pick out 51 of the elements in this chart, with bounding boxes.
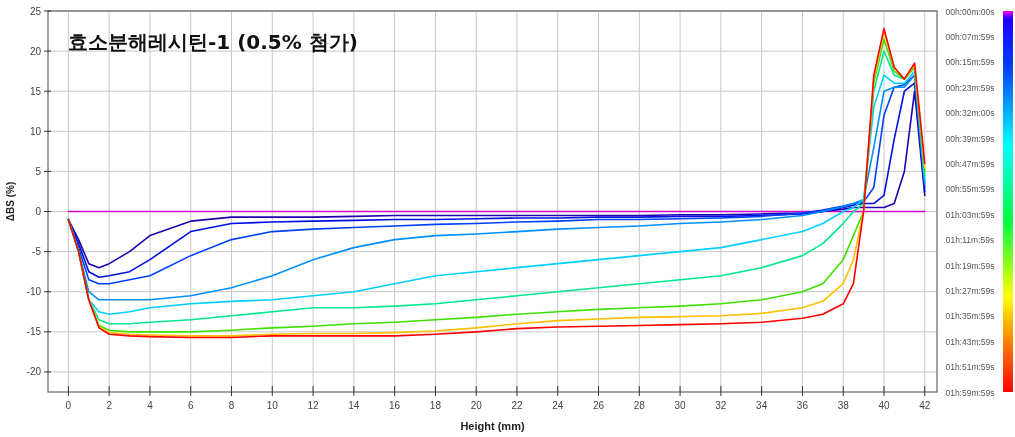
x-tick-label: 26 xyxy=(592,400,605,411)
color-bar-label: 01h:35m:59s xyxy=(945,311,995,322)
color-bar-label: 01h:51m:59s xyxy=(945,362,995,373)
color-bar-label: 00h:07m:59s xyxy=(945,31,995,42)
color-bar-label: 00h:55m:59s xyxy=(945,184,995,195)
y-tick-label: 10 xyxy=(29,125,42,137)
x-tick-label: 32 xyxy=(715,400,727,411)
color-bar-label: 00h:32m:00s xyxy=(945,108,995,119)
y-tick-label: -15 xyxy=(26,326,42,338)
x-tick-label: 38 xyxy=(837,400,850,411)
y-tick-label: -20 xyxy=(26,366,42,378)
color-bar-label: 00h:15m:59s xyxy=(945,57,995,68)
x-tick-label: 14 xyxy=(348,400,360,411)
color-bar-label: 00h:39m:59s xyxy=(945,133,995,144)
text: 효소분해레시틴-1 (0.5% 첨가) xyxy=(68,30,358,54)
x-tick-label: 10 xyxy=(266,400,279,411)
color-bar-label: 00h:00m:00s xyxy=(945,6,995,17)
x-tick-label: 30 xyxy=(674,400,687,411)
x-tick-label: 0 xyxy=(65,400,72,411)
x-tick-label: 20 xyxy=(470,400,483,411)
x-tick-label: 40 xyxy=(878,400,890,411)
x-tick-label: 22 xyxy=(511,400,523,411)
color-bar-label: 01h:27m:59s xyxy=(945,285,995,296)
x-tick-label: 18 xyxy=(429,400,442,411)
y-tick-label: 0 xyxy=(35,206,42,218)
x-tick-label: 4 xyxy=(147,400,154,411)
y-tick-label: 5 xyxy=(35,165,42,177)
color-bar-label: 00h:47m:59s xyxy=(945,158,995,169)
y-tick-label: 25 xyxy=(29,5,42,17)
x-tick-label: 12 xyxy=(307,400,320,411)
x-tick-label: 8 xyxy=(228,400,235,411)
y-axis-title: ΔBS (%) xyxy=(5,181,16,222)
y-tick-label: -5 xyxy=(32,246,42,258)
x-tick-label: 6 xyxy=(187,400,194,411)
x-tick-label: 28 xyxy=(633,400,646,411)
color-bar-label: 00h:23m:59s xyxy=(945,82,995,93)
x-tick-label: 42 xyxy=(919,400,931,411)
x-tick-label: 24 xyxy=(552,400,564,411)
x-tick-label: 36 xyxy=(796,400,809,411)
x-tick-label: 16 xyxy=(389,400,401,411)
color-bar-label: 01h:19m:59s xyxy=(945,260,995,271)
color-bar-label: 01h:03m:59s xyxy=(945,209,995,220)
color-bar-label: 01h:59m:59s xyxy=(945,387,995,398)
y-tick-label: 15 xyxy=(29,85,42,97)
x-axis-title: Height (mm) xyxy=(460,420,525,432)
x-tick-label: 34 xyxy=(756,400,768,411)
color-bar-label: 01h:11m:59s xyxy=(945,235,995,246)
color-bar-label: 01h:43m:59s xyxy=(945,336,995,347)
y-tick-label: -10 xyxy=(26,286,42,298)
x-tick-label: 2 xyxy=(106,400,113,411)
y-tick-label: 20 xyxy=(29,45,42,57)
